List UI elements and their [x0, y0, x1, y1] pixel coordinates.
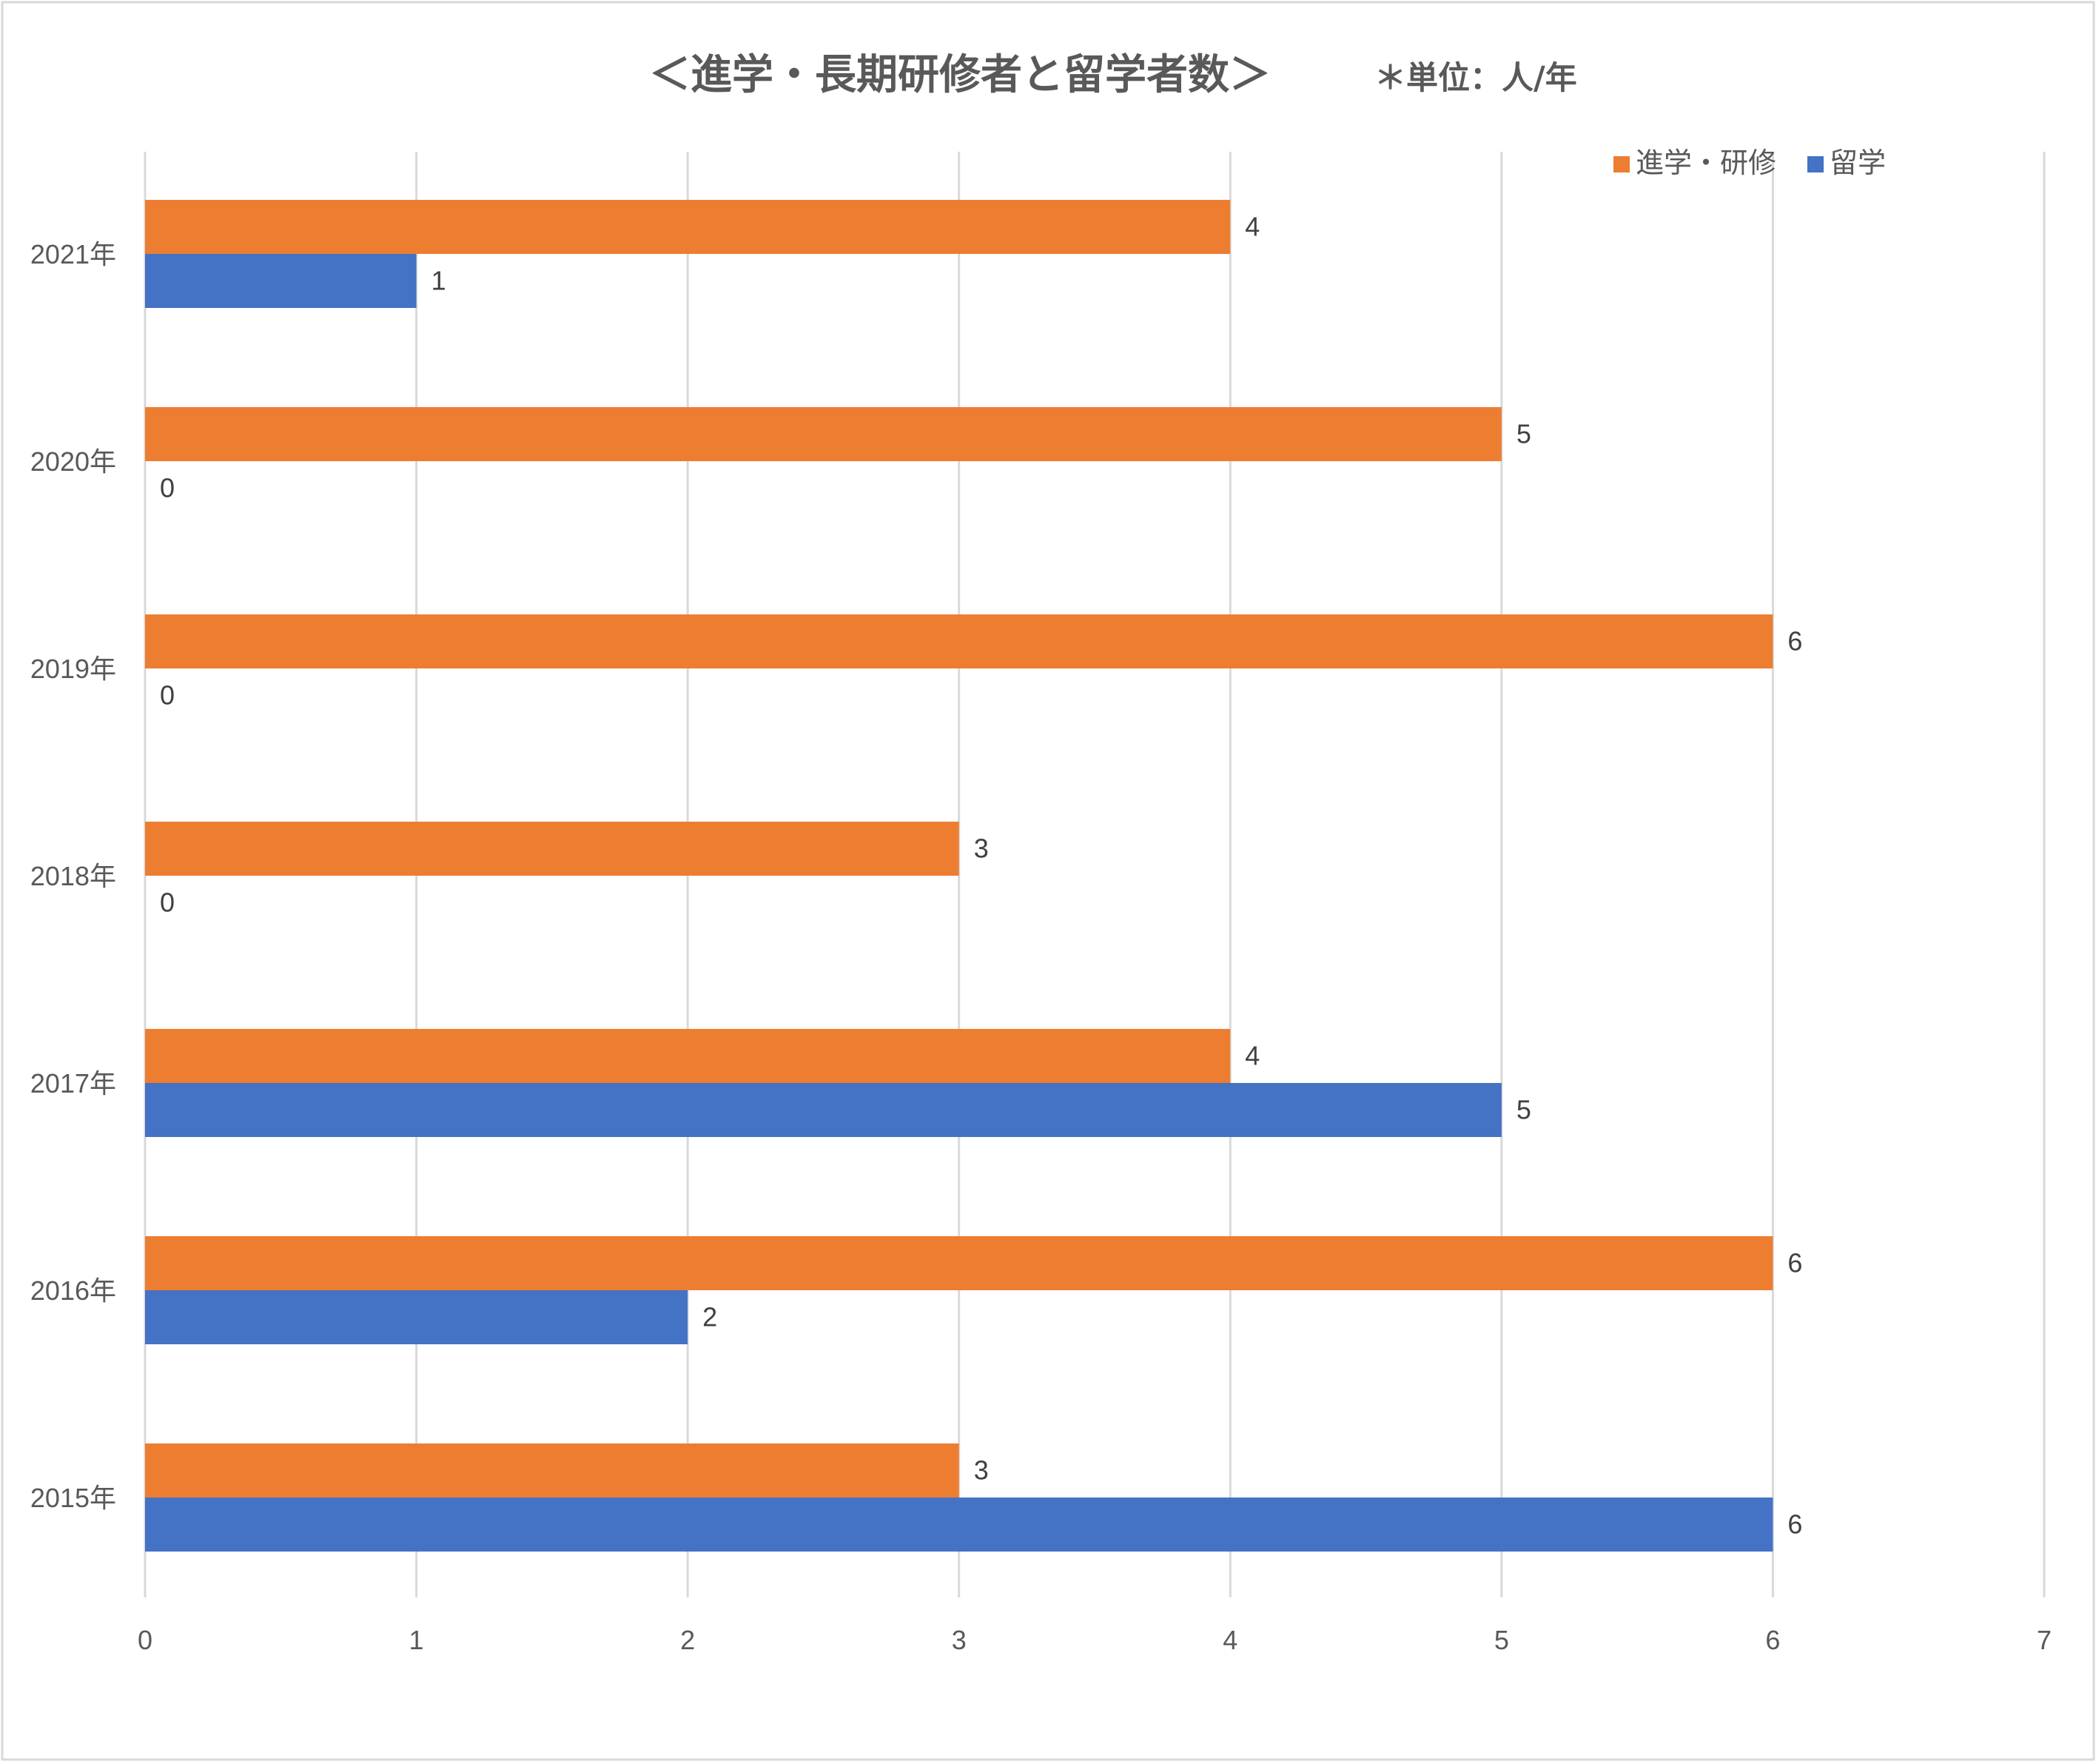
data-label-study-3: 3: [974, 834, 989, 864]
y-tick-label-3: 2018年: [30, 861, 116, 891]
bar-study-5: [145, 1236, 1773, 1290]
data-label-abroad-4: 5: [1516, 1095, 1531, 1125]
x-tick-label-3: 3: [952, 1625, 967, 1655]
bar-abroad-4: [145, 1083, 1502, 1137]
y-tick-label-4: 2017年: [30, 1068, 116, 1099]
data-label-study-2: 6: [1787, 626, 1802, 657]
bar-study-2: [145, 614, 1773, 668]
data-label-study-1: 5: [1516, 419, 1531, 449]
data-label-abroad-6: 6: [1787, 1509, 1802, 1540]
bar-abroad-0: [145, 254, 417, 308]
y-tick-label-0: 2021年: [30, 239, 116, 269]
x-axis: 0 1 2 3 4 5 6 7: [138, 1625, 2052, 1655]
y-axis: 2021年 2020年 2019年 2018年 2017年 2016年 2015年: [30, 239, 116, 1513]
legend-swatch-study: [1613, 156, 1630, 172]
data-label-abroad-2: 0: [160, 680, 175, 711]
x-tick-label-0: 0: [138, 1625, 152, 1655]
bar-study-3: [145, 822, 959, 876]
data-label-abroad-0: 1: [431, 266, 446, 296]
bar-study-6: [145, 1443, 959, 1498]
legend-label-abroad: 留学: [1830, 147, 1886, 179]
bar-abroad-5: [145, 1290, 688, 1344]
data-label-study-0: 4: [1245, 212, 1260, 242]
data-label-abroad-1: 0: [160, 473, 175, 503]
x-tick-label-1: 1: [409, 1625, 424, 1655]
y-tick-label-2: 2019年: [30, 654, 116, 684]
data-label-abroad-3: 0: [160, 888, 175, 918]
legend: 進学・研修 留学: [1613, 147, 1886, 179]
gridlines: [144, 152, 2046, 1597]
x-tick-label-2: 2: [680, 1625, 695, 1655]
y-tick-label-6: 2015年: [30, 1483, 116, 1513]
bars: [145, 200, 1773, 1552]
data-label-study-6: 3: [974, 1455, 989, 1486]
y-tick-label-5: 2016年: [30, 1275, 116, 1306]
y-tick-label-1: 2020年: [30, 446, 116, 477]
x-tick-label-5: 5: [1494, 1625, 1509, 1655]
bar-study-0: [145, 200, 1231, 254]
data-label-abroad-5: 2: [702, 1302, 717, 1332]
x-tick-label-6: 6: [1765, 1625, 1780, 1655]
unit-note: ＊単位：人/年: [1374, 60, 1577, 97]
chart-title: ＜進学・長期研修者と留学者数＞: [649, 51, 1271, 99]
data-label-study-4: 4: [1245, 1041, 1260, 1071]
x-tick-label-4: 4: [1223, 1625, 1237, 1655]
legend-label-study: 進学・研修: [1636, 147, 1776, 179]
bar-abroad-6: [145, 1498, 1773, 1552]
data-label-study-5: 6: [1787, 1248, 1802, 1278]
legend-swatch-abroad: [1807, 156, 1824, 172]
data-labels: 4 1 5 0 6 0 3 0 4 5 6 2 3 6: [160, 212, 1802, 1540]
bar-study-1: [145, 407, 1502, 461]
bar-study-4: [145, 1029, 1231, 1083]
x-tick-label-7: 7: [2037, 1625, 2052, 1655]
